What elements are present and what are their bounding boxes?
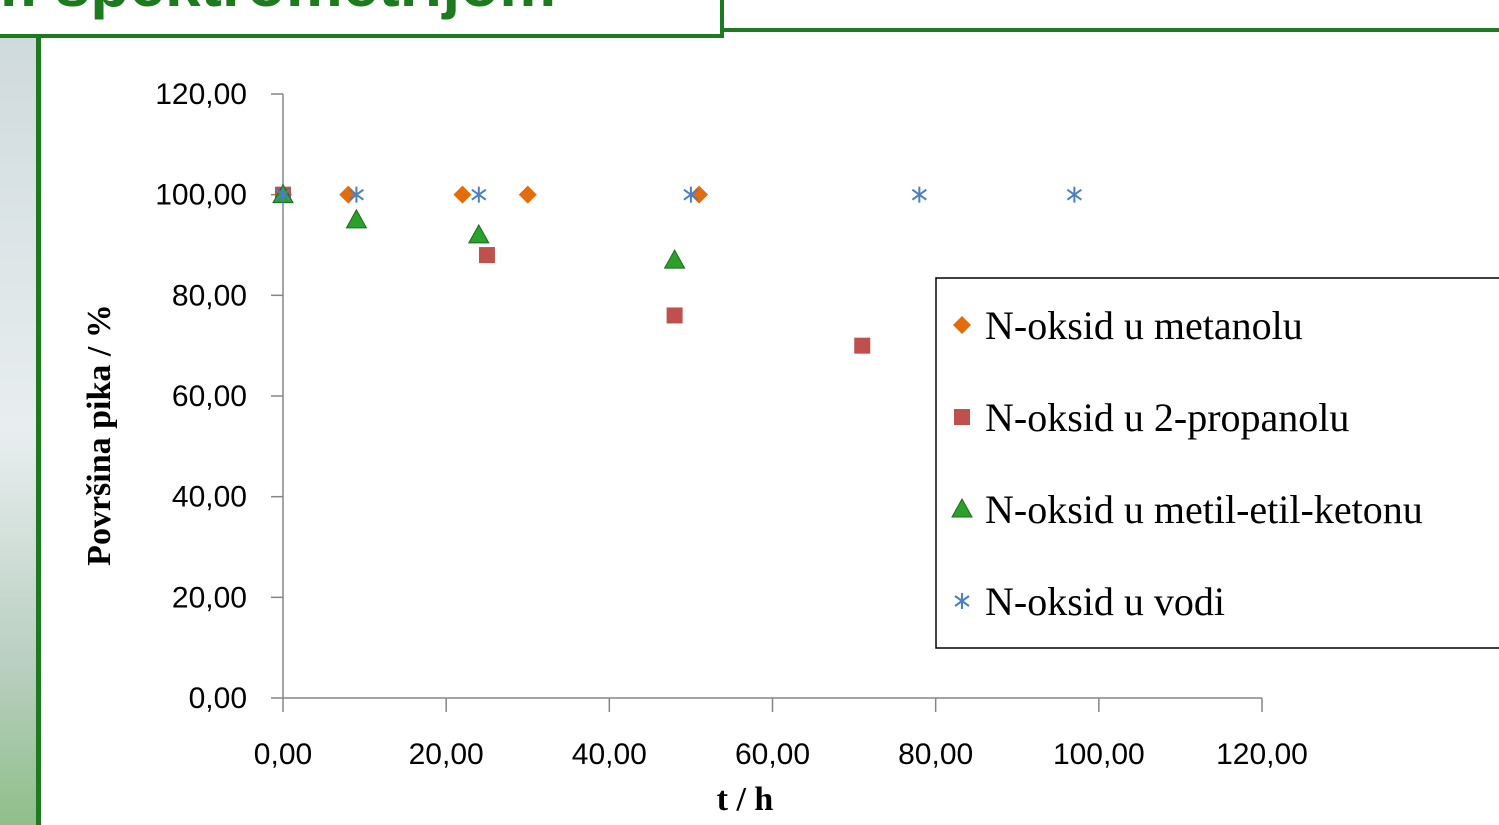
legend-box [935, 277, 1499, 649]
data-point [663, 249, 686, 269]
legend-marker [951, 497, 973, 518]
series-3 [272, 183, 1126, 314]
legend: N-oksid u metanolu N-oksid u 2-propanolu N… [935, 277, 1499, 649]
y-tick-label: 20,00 [172, 581, 247, 614]
data-point [348, 186, 365, 203]
data-point [339, 185, 358, 204]
y-tick-label: 0,00 [189, 682, 247, 715]
x-axis-title: t / h [717, 781, 774, 818]
y-tick-labels: 0,00 20,00 40,00 60,00 80,00 100,00 120,00 [155, 78, 247, 715]
data-point [1066, 186, 1082, 203]
data-point [518, 185, 537, 204]
asterisk-stroke [683, 188, 699, 201]
x-tick-label: 60,00 [735, 738, 810, 771]
series-4 [275, 186, 1082, 203]
data-point [911, 186, 927, 203]
x-tick-labels: 0,00 20,00 40,00 60,00 80,00 100,00 120,00 [254, 738, 1308, 771]
asterisk-stroke [471, 188, 487, 201]
x-tick-label: 120,00 [1216, 738, 1308, 771]
legend-marker [954, 593, 970, 609]
header-rule [720, 28, 1499, 32]
data-point [467, 223, 490, 244]
data-point [690, 185, 709, 204]
slide-title: m spektrometrijom [0, 0, 556, 16]
asterisk-stroke [348, 188, 365, 201]
data-point [345, 208, 368, 229]
y-tick-label: 40,00 [172, 481, 247, 514]
x-tick-label: 80,00 [898, 738, 973, 771]
series-1 [274, 185, 709, 204]
data-marks [272, 183, 1126, 354]
asterisk-stroke [954, 595, 970, 607]
data-point [453, 185, 472, 204]
legend-label: N-oksid u 2-propanolu [985, 395, 1349, 440]
asterisk-stroke [275, 188, 291, 201]
x-tick-label: 0,00 [254, 738, 312, 771]
y-axis-title: Površina pika / % [81, 304, 118, 566]
x-tick-label: 40,00 [572, 738, 647, 771]
legend-marker [953, 316, 971, 334]
y-tick-label: 80,00 [172, 279, 247, 312]
asterisk-stroke [1066, 188, 1082, 201]
y-tick-label: 120,00 [155, 78, 247, 111]
data-point [471, 186, 487, 203]
asterisk-stroke [911, 188, 927, 201]
x-tick-label: 20,00 [409, 738, 484, 771]
x-tick-label: 100,00 [1053, 738, 1145, 771]
legend-marker [954, 409, 970, 425]
legend-label: N-oksid u metil-etil-ketonu [985, 487, 1423, 532]
legend-label: N-oksid u vodi [985, 579, 1225, 624]
slide-title-box: m spektrometrijom [0, 0, 724, 38]
background-strip [0, 34, 36, 825]
data-point [854, 337, 871, 354]
y-tick-label: 60,00 [172, 380, 247, 413]
data-point [666, 307, 683, 324]
data-point [275, 186, 291, 203]
data-point [478, 247, 495, 264]
legend-label: N-oksid u metanolu [985, 303, 1303, 348]
series-2 [275, 186, 871, 354]
y-tick-label: 100,00 [155, 179, 247, 212]
data-point [683, 186, 699, 203]
